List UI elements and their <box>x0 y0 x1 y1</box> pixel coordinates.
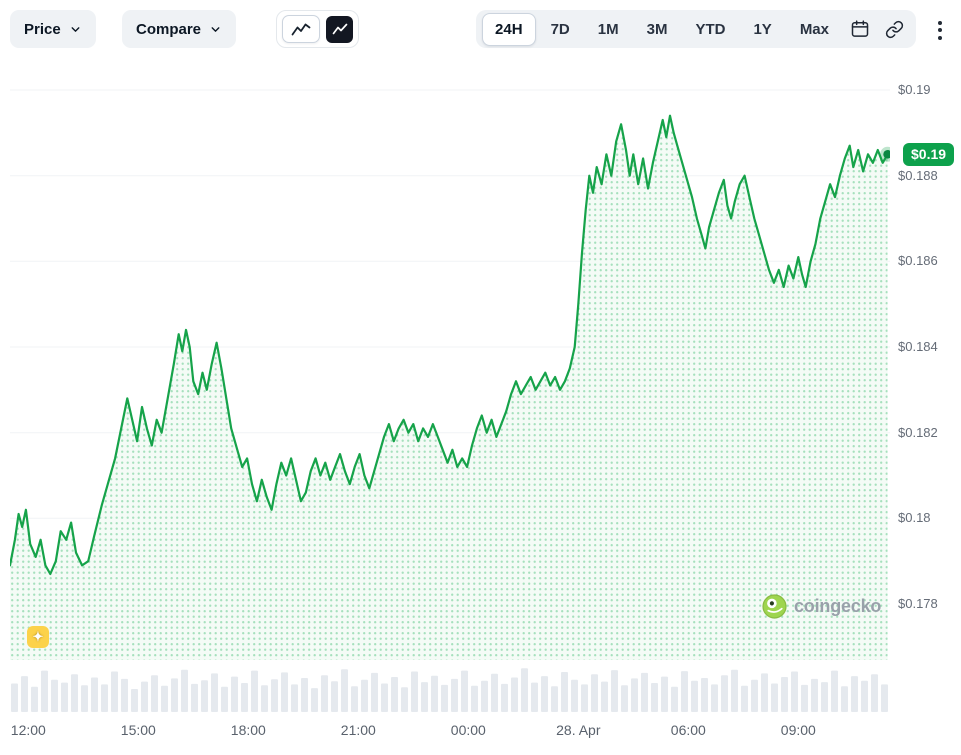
timeframe-1y-button[interactable]: 1Y <box>740 13 784 46</box>
price-axis-label: $0.18 <box>898 510 931 526</box>
price-axis-label: $0.188 <box>898 167 938 183</box>
compare-dropdown-label: Compare <box>136 20 202 38</box>
time-axis-label: 28. Apr <box>556 722 601 738</box>
chart-type-toggle <box>276 10 359 48</box>
timeframe-1m-button[interactable]: 1M <box>585 13 632 46</box>
timeframe-ytd-button[interactable]: YTD <box>682 13 738 46</box>
chevron-down-icon <box>211 26 220 32</box>
chart-toolbar: Price Compare 24H 7D 1M 3M YTD 1Y Max <box>0 0 961 60</box>
timeframe-button-group: 24H 7D 1M 3M YTD 1Y Max <box>482 12 842 46</box>
volume-bars <box>10 658 890 712</box>
price-axis-label: $0.184 <box>898 339 938 354</box>
share-link-button[interactable] <box>878 14 910 44</box>
coingecko-watermark: coingecko <box>762 593 881 620</box>
compare-dropdown-button[interactable]: Compare <box>122 10 237 48</box>
tradingview-chart-type-button[interactable] <box>326 15 353 43</box>
timeframe-3m-button[interactable]: 3M <box>634 13 681 46</box>
coingecko-logo-icon <box>762 594 787 619</box>
time-axis-label: 09:00 <box>780 722 816 738</box>
price-chart-canvas[interactable] <box>8 70 896 660</box>
price-axis-label: $0.182 <box>898 424 938 440</box>
chevron-down-icon <box>71 26 80 32</box>
price-axis-label: $0.186 <box>898 253 938 269</box>
current-price-badge: $0.19 <box>903 142 955 166</box>
line-chart-type-button[interactable] <box>282 15 320 43</box>
time-axis-label: 00:00 <box>450 722 486 738</box>
line-chart-icon <box>291 23 311 36</box>
calendar-icon <box>851 20 869 37</box>
time-axis-label: 12:00 <box>10 722 46 738</box>
calendar-button[interactable] <box>844 14 876 44</box>
time-axis-label: 15:00 <box>120 722 156 738</box>
sparkle-icon: ✦ <box>32 629 44 644</box>
timeframe-7d-button[interactable]: 7D <box>538 13 583 46</box>
link-icon <box>885 20 903 38</box>
watermark-text: coingecko <box>794 596 882 616</box>
rewards-sparkle-button[interactable]: ✦ <box>27 626 49 648</box>
timeframe-24h-button[interactable]: 24H <box>482 12 536 46</box>
more-options-button[interactable] <box>928 17 952 43</box>
price-dropdown-button[interactable]: Price <box>10 10 96 48</box>
kebab-menu-icon <box>938 20 942 25</box>
last-price-dot <box>883 150 892 159</box>
time-axis-label: 21:00 <box>340 722 376 738</box>
price-axis-label: $0.178 <box>898 596 938 611</box>
time-axis-label: 18:00 <box>230 722 266 738</box>
timeframe-max-button[interactable]: Max <box>787 13 842 46</box>
price-dropdown-label: Price <box>24 20 61 38</box>
time-axis-label: 06:00 <box>670 722 706 738</box>
timeframe-selector: 24H 7D 1M 3M YTD 1Y Max <box>476 10 916 48</box>
tradingview-icon <box>332 23 347 35</box>
price-axis-label: $0.19 <box>898 82 931 97</box>
